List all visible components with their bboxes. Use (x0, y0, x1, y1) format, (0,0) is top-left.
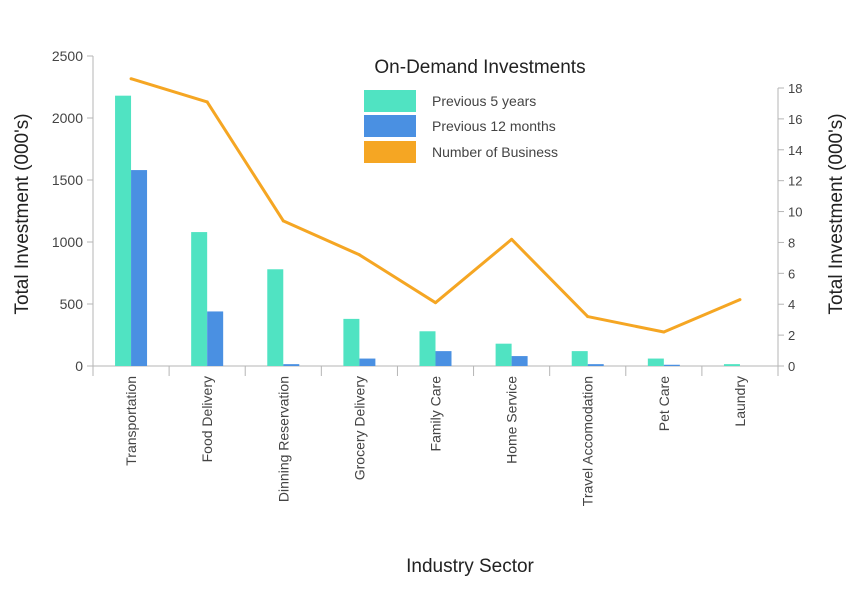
y-tick-label-left: 2000 (52, 110, 83, 126)
x-tick-labels: Transportation Food Delivery Dinning Reser… (123, 376, 748, 506)
y-tick-label-left: 2500 (52, 48, 83, 64)
legend-swatch (364, 90, 416, 112)
x-tick-label: Food Delivery (199, 376, 215, 462)
x-tick-label: Home Service (504, 376, 520, 464)
bar-previous-12-months (511, 356, 528, 366)
y-tick-label-left: 0 (75, 358, 83, 374)
legend-label: Previous 12 months (432, 118, 556, 134)
line-point (434, 301, 437, 305)
axes: 0 500 1000 1500 2000 2500 0 2 4 6 8 10 12 14 16 18 (52, 48, 802, 376)
bar-previous-5-years (343, 318, 360, 366)
chart-title: On-Demand Investments (374, 57, 585, 78)
line-point (129, 77, 133, 81)
y-tick-label-left: 1500 (52, 172, 83, 188)
legend-swatch (364, 141, 416, 163)
y-tick-label-right: 0 (788, 359, 795, 374)
legend-swatch (364, 115, 416, 137)
y-tick-label-right: 18 (788, 81, 802, 96)
bar-previous-5-years (647, 358, 664, 366)
y-tick-label-right: 14 (788, 143, 802, 158)
y-tick-label-left: 500 (60, 296, 84, 312)
y-tick-label-right: 12 (788, 174, 802, 189)
line-number-of-business (130, 77, 741, 334)
line-point (586, 315, 590, 319)
line-point (738, 298, 742, 302)
bar-previous-5-years (495, 343, 512, 366)
x-tick-label: Pet Care (656, 376, 672, 431)
line-point (510, 237, 514, 241)
bar-previous-12-months (283, 364, 300, 366)
bar-previous-5-years (723, 364, 740, 366)
y-tick-label-left: 1000 (52, 234, 83, 250)
bar-previous-5-years (267, 269, 284, 366)
y-tick-label-right: 6 (788, 266, 795, 281)
x-tick-label: Laundry (732, 376, 748, 427)
bar-previous-5-years (419, 331, 436, 366)
x-tick-label: Grocery Delivery (351, 376, 367, 480)
legend-label: Number of Business (432, 144, 558, 160)
legend-label: Previous 5 years (432, 93, 536, 109)
bar-previous-12-months (131, 170, 148, 366)
line-point (281, 219, 285, 223)
bar-previous-5-years (571, 351, 588, 366)
y-tick-label-right: 16 (788, 112, 802, 127)
bars (115, 95, 740, 367)
legend: Previous 5 years Previous 12 months Number… (364, 90, 558, 163)
line-point (357, 253, 361, 257)
x-tick-label: Travel Accomodation (580, 376, 596, 506)
x-axis-label: Industry Sector (406, 556, 534, 577)
line-point (662, 330, 666, 334)
lines (129, 77, 742, 334)
x-tick-label: Family Care (428, 376, 444, 452)
y-axis-label-right: Total Investment (000's) (826, 113, 847, 314)
bar-previous-12-months (207, 311, 224, 366)
line-point (205, 100, 209, 104)
bar-previous-12-months (435, 351, 452, 366)
y-tick-label-right: 8 (788, 235, 795, 250)
x-tick-label: Dinning Reservation (275, 376, 291, 502)
y-axis-label-left: Total Investment (000's) (12, 113, 33, 314)
bar-previous-12-months (587, 364, 604, 366)
y-tick-label-right: 4 (788, 297, 795, 312)
bar-previous-12-months (663, 364, 680, 366)
bar-previous-5-years (191, 232, 208, 366)
y-tick-label-right: 2 (788, 328, 795, 343)
bar-previous-12-months (359, 358, 376, 366)
y-tick-label-right: 10 (788, 205, 802, 220)
bar-previous-5-years (115, 95, 132, 367)
x-tick-label: Transportation (123, 376, 139, 466)
